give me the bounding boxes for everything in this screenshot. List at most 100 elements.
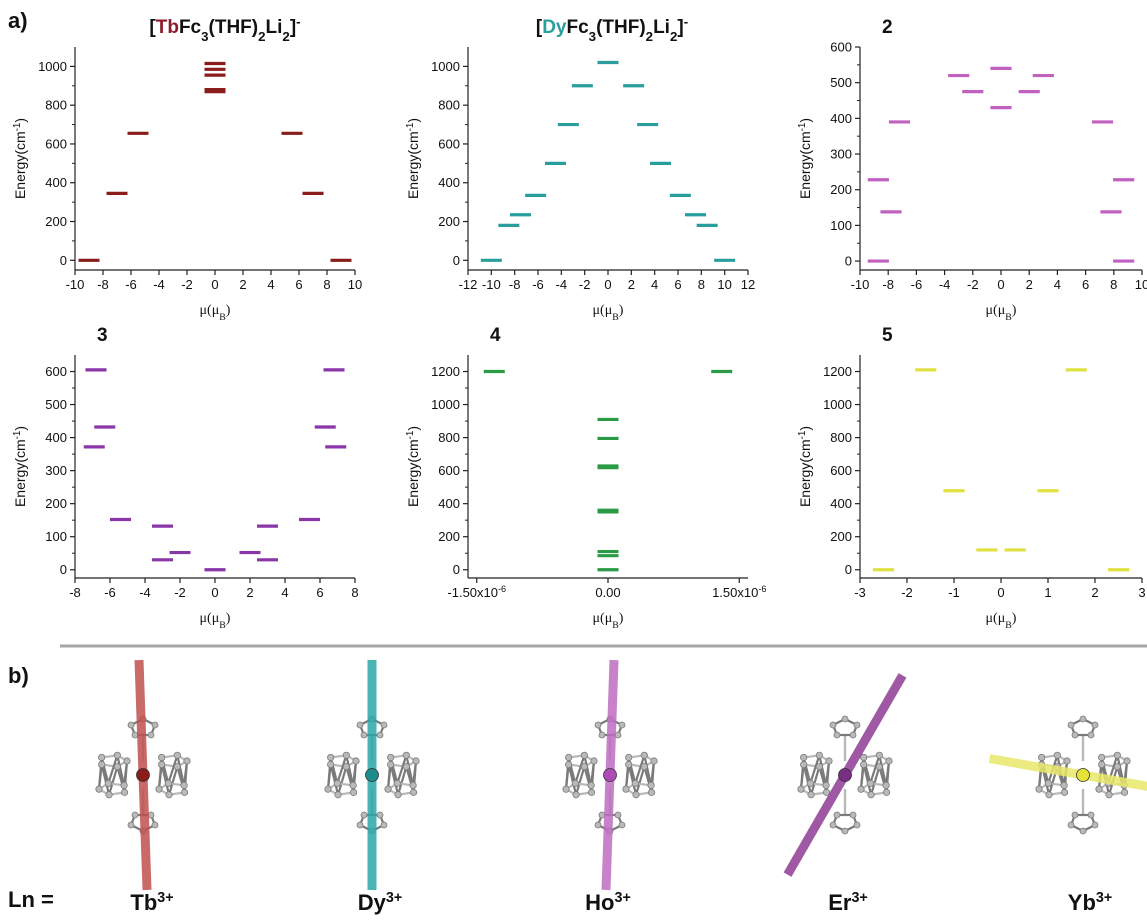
chart-title: [TbFc3(THF)2Li2]- xyxy=(149,14,300,44)
y-tick-label: 800 xyxy=(438,98,460,113)
molecule-atom xyxy=(1080,828,1086,834)
y-tick-label: 500 xyxy=(830,75,852,90)
ion-symbol: Er xyxy=(828,890,852,915)
molecule-atom xyxy=(158,754,164,760)
y-tick-label: 0 xyxy=(453,253,460,268)
molecule-atom xyxy=(353,758,359,764)
molecule-atom xyxy=(641,764,647,770)
chart-title-part: Li xyxy=(266,17,283,38)
y-tick-label: 400 xyxy=(45,175,67,190)
molecule-atom xyxy=(588,782,594,788)
molecule-atom xyxy=(357,722,363,728)
x-tick-label: 8 xyxy=(698,277,705,292)
y-axis-label: Energy(cm-1) xyxy=(405,118,422,199)
molecule-atom xyxy=(343,764,349,770)
x-tick-label: -4 xyxy=(139,585,151,600)
y-tick-label: 200 xyxy=(438,529,460,544)
ion-charge: 3+ xyxy=(615,890,631,906)
molecule-atom xyxy=(1061,789,1067,795)
y-tick-label: 600 xyxy=(438,136,460,151)
molecule-atom xyxy=(623,786,629,792)
molecule-atom xyxy=(886,758,892,764)
ion-label: Yb3+ xyxy=(1068,890,1112,915)
y-tick-label: 200 xyxy=(830,182,852,197)
molecule-structure: Tb3+ xyxy=(96,660,190,915)
molecule-atom xyxy=(1054,752,1060,758)
molecule-atom xyxy=(1072,732,1078,738)
x-tick-label: -4 xyxy=(556,277,568,292)
metal-center xyxy=(137,769,150,782)
y-tick-label: 600 xyxy=(830,463,852,478)
chart-title-part: 3 xyxy=(589,29,596,44)
y-tick-label: 200 xyxy=(45,496,67,511)
x-tick-label: 2 xyxy=(1026,277,1033,292)
molecule-atom xyxy=(816,752,822,758)
x-tick-label: -2 xyxy=(174,585,186,600)
molecule-atom xyxy=(1098,754,1104,760)
molecule-atom xyxy=(883,782,889,788)
x-tick-label: -8 xyxy=(69,585,81,600)
y-tick-label: 600 xyxy=(438,463,460,478)
molecule-atom xyxy=(800,761,806,767)
x-tick-label: -1.50x10-6 xyxy=(447,584,506,600)
x-tick-label: 1.50x10-6 xyxy=(712,584,766,600)
molecule-atom xyxy=(591,758,597,764)
x-tick-label: 6 xyxy=(295,277,302,292)
molecule-atom xyxy=(335,792,341,798)
y-tick-label: 600 xyxy=(45,364,67,379)
molecule-atom xyxy=(830,722,836,728)
molecule-atom xyxy=(121,782,127,788)
molecule-atom xyxy=(327,754,333,760)
panel-b-molecules: Tb3+ Dy3+ Ho3+ Er3+ Yb3+ xyxy=(96,660,1147,915)
ion-symbol: Ho xyxy=(585,890,614,915)
molecule-atom xyxy=(395,792,401,798)
panel-a-label: a) xyxy=(8,8,28,34)
y-tick-label: 800 xyxy=(45,98,67,113)
molecule-atom xyxy=(128,722,134,728)
molecule-atom xyxy=(343,752,349,758)
molecule-atom xyxy=(800,754,806,760)
y-axis-label: Energy(cm-1) xyxy=(12,426,29,507)
molecule-atom xyxy=(823,782,829,788)
chart-title: 2 xyxy=(882,17,893,38)
x-tick-label: 0.00 xyxy=(595,585,620,600)
x-tick-label: 0 xyxy=(997,277,1004,292)
panel-a-plots: 02004006008001000-10 -8 -6 -4 -2 0 2 4 6 8 10Energ… xyxy=(12,14,1147,631)
x-tick-label: -4 xyxy=(153,277,165,292)
molecule-atom xyxy=(174,764,180,770)
molecule-atom xyxy=(181,782,187,788)
molecule-atom xyxy=(854,822,860,828)
y-tick-label: 0 xyxy=(845,562,852,577)
molecule-atom xyxy=(1088,732,1094,738)
molecule-atom xyxy=(158,761,164,767)
metal-center xyxy=(366,769,379,782)
x-tick-label: 8 xyxy=(323,277,330,292)
metal-center xyxy=(839,769,852,782)
molecule-atom xyxy=(834,812,840,818)
molecule-bond xyxy=(413,761,416,785)
molecule-atom xyxy=(181,789,187,795)
ion-charge: 3+ xyxy=(386,890,402,906)
chart-title-part: Dy xyxy=(542,17,567,38)
x-tick-label: 12 xyxy=(741,277,755,292)
x-tick-label: -8 xyxy=(882,277,894,292)
x-tick-label: 0 xyxy=(211,585,218,600)
chart-title-part: - xyxy=(296,14,300,29)
molecule-bond xyxy=(651,761,654,785)
molecule-atom xyxy=(387,761,393,767)
molecule-atom xyxy=(808,792,814,798)
chart-title-part: 4 xyxy=(490,325,501,346)
x-tick-label: 2 xyxy=(628,277,635,292)
molecule-structure: Er3+ xyxy=(788,675,903,915)
y-tick-label: 400 xyxy=(830,111,852,126)
molecule-atom xyxy=(1068,822,1074,828)
molecule-atom xyxy=(565,754,571,760)
y-tick-label: 200 xyxy=(830,529,852,544)
molecule-atom xyxy=(403,752,409,758)
chart-title-part: 2 xyxy=(670,29,677,44)
molecule-atom xyxy=(1061,782,1067,788)
molecule-atom xyxy=(588,789,594,795)
y-tick-label: 600 xyxy=(830,40,852,55)
x-tick-label: 6 xyxy=(674,277,681,292)
